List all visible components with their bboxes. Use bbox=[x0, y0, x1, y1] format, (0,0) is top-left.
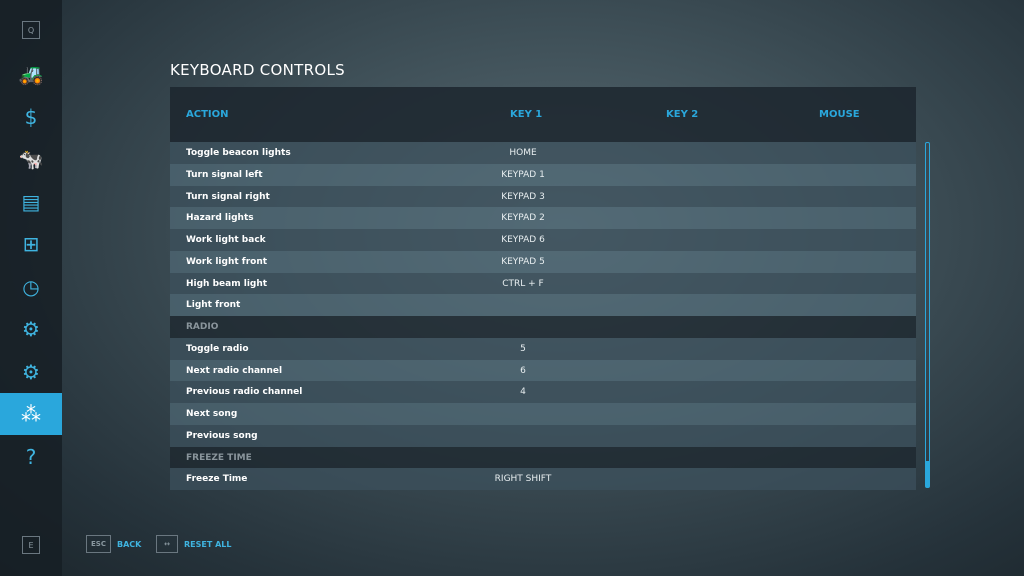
sidebar-item-contracts[interactable]: ▤ bbox=[0, 181, 62, 223]
key1-cell[interactable]: CTRL + F bbox=[502, 278, 544, 289]
esc-key-icon: ESC bbox=[86, 535, 111, 553]
action-cell: Previous radio channel bbox=[186, 387, 303, 398]
back-button[interactable]: ESC BACK bbox=[86, 535, 141, 553]
table-row[interactable]: Next song bbox=[170, 403, 916, 425]
statistics-icon: ◷ bbox=[22, 274, 40, 299]
help-icon: ? bbox=[25, 444, 37, 469]
table-row[interactable]: Next radio channel 6 bbox=[170, 359, 916, 382]
action-cell: Hazard lights bbox=[186, 213, 254, 224]
header-key2: KEY 2 bbox=[666, 109, 699, 120]
key1-cell[interactable]: HOME bbox=[509, 148, 537, 158]
table-row[interactable]: Toggle beacon lights HOME bbox=[170, 142, 916, 164]
key1-cell[interactable]: KEYPAD 6 bbox=[501, 235, 545, 245]
sidebar-item-vehicle-settings[interactable]: ⚙ bbox=[0, 308, 62, 350]
sidebar-item-cow[interactable]: 🐄 bbox=[0, 138, 62, 180]
sidebar-item-help[interactable]: ? bbox=[0, 436, 62, 478]
action-cell: Light front bbox=[186, 300, 241, 311]
sidebar-item-production[interactable]: ⊞ bbox=[0, 223, 62, 265]
sidebar-item-controls[interactable]: ⁂ bbox=[0, 393, 62, 435]
reset-all-label: RESET ALL bbox=[184, 539, 232, 549]
section-header: RADIO bbox=[170, 316, 916, 338]
action-cell: FREEZE TIME bbox=[186, 452, 252, 463]
action-cell: Turn signal left bbox=[186, 169, 263, 180]
scrollbar-thumb[interactable] bbox=[926, 461, 929, 487]
table-row[interactable]: Toggle radio 5 bbox=[170, 337, 916, 360]
key1-cell[interactable]: KEYPAD 3 bbox=[501, 191, 545, 202]
cow-icon: 🐄 bbox=[18, 147, 44, 171]
action-cell: Toggle beacon lights bbox=[186, 148, 291, 158]
q-key-hint: Q bbox=[22, 21, 40, 39]
sidebar: Q 🚜 $ 🐄 ▤ ⊞ ◷ ⚙ ⚙ ⁂? E bbox=[0, 0, 62, 576]
key1-cell[interactable]: KEYPAD 5 bbox=[501, 256, 545, 267]
action-cell: Next song bbox=[186, 409, 238, 419]
settings-icon: ⚙ bbox=[22, 359, 40, 384]
section-header: FREEZE TIME bbox=[170, 446, 916, 469]
table-row[interactable]: Turn signal left KEYPAD 1 bbox=[170, 163, 916, 186]
action-cell: Next radio channel bbox=[186, 365, 283, 376]
table-row[interactable]: High beam light CTRL + F bbox=[170, 272, 916, 295]
reset-all-button[interactable]: ↔ RESET ALL bbox=[156, 535, 231, 553]
key1-cell[interactable]: 6 bbox=[520, 365, 526, 376]
e-key-hint: E bbox=[22, 536, 40, 554]
tractor-icon: 🚜 bbox=[18, 62, 44, 86]
action-cell: Work light front bbox=[186, 256, 268, 267]
sidebar-item-settings[interactable]: ⚙ bbox=[0, 351, 62, 393]
action-cell: Work light back bbox=[186, 235, 266, 245]
action-cell: Turn signal right bbox=[186, 191, 270, 202]
key1-cell[interactable]: RIGHT SHIFT bbox=[494, 474, 552, 485]
table-header: ACTION KEY 1 KEY 2 MOUSE bbox=[170, 87, 916, 142]
table-row[interactable]: Work light back KEYPAD 6 bbox=[170, 229, 916, 251]
sidebar-item-statistics[interactable]: ◷ bbox=[0, 266, 62, 308]
page-title: KEYBOARD CONTROLS bbox=[170, 61, 345, 79]
key1-cell[interactable]: KEYPAD 1 bbox=[501, 169, 545, 180]
key1-cell[interactable]: 5 bbox=[520, 343, 526, 354]
action-cell: Previous song bbox=[186, 430, 258, 441]
table-row[interactable]: Turn signal right KEYPAD 3 bbox=[170, 185, 916, 208]
production-icon: ⊞ bbox=[22, 232, 40, 256]
back-label: BACK bbox=[116, 539, 142, 549]
scrollbar[interactable] bbox=[925, 142, 930, 488]
sidebar-item-tractor[interactable]: 🚜 bbox=[0, 53, 62, 95]
header-mouse: MOUSE bbox=[819, 109, 860, 120]
header-key1: KEY 1 bbox=[510, 109, 543, 120]
reset-key-icon: ↔ bbox=[156, 535, 178, 553]
table-row[interactable]: Freeze Time RIGHT SHIFT bbox=[170, 468, 916, 490]
vehicle-settings-icon: ⚙ bbox=[22, 317, 40, 341]
controls-table: ACTION KEY 1 KEY 2 MOUSE Toggle beacon l… bbox=[170, 87, 916, 490]
action-cell: High beam light bbox=[186, 278, 268, 289]
sidebar-item-money[interactable]: $ bbox=[0, 96, 62, 138]
contracts-icon: ▤ bbox=[21, 189, 41, 214]
table-row[interactable]: Previous radio channel 4 bbox=[170, 381, 916, 403]
table-row[interactable]: Hazard lights KEYPAD 2 bbox=[170, 207, 916, 229]
action-cell: RADIO bbox=[186, 322, 219, 332]
key1-cell[interactable]: 4 bbox=[520, 387, 526, 398]
table-row[interactable]: Light front bbox=[170, 294, 916, 316]
table-row[interactable]: Previous song bbox=[170, 424, 916, 447]
action-cell: Freeze Time bbox=[186, 474, 248, 485]
key1-cell[interactable]: KEYPAD 2 bbox=[501, 213, 545, 224]
header-action: ACTION bbox=[186, 109, 229, 120]
money-icon: $ bbox=[24, 104, 38, 129]
controls-icon: ⁂ bbox=[21, 402, 41, 426]
table-row[interactable]: Work light front KEYPAD 5 bbox=[170, 250, 916, 273]
action-cell: Toggle radio bbox=[186, 343, 249, 354]
